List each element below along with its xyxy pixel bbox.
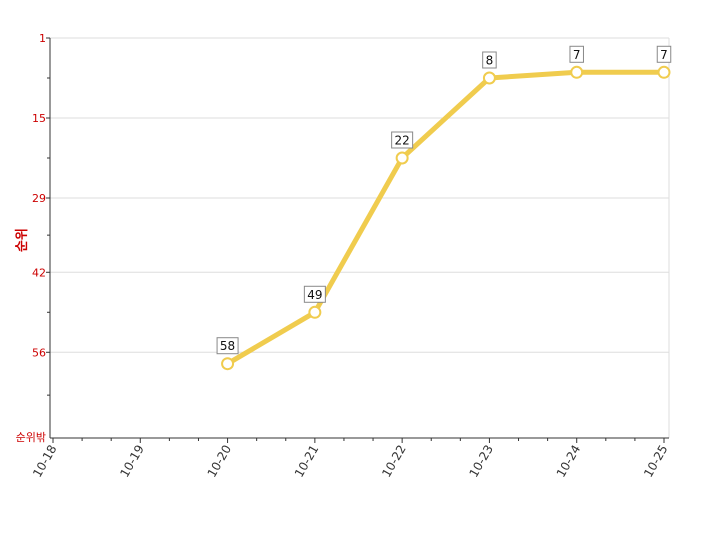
data-label: 8 xyxy=(486,54,494,68)
y-axis-label: 순위 xyxy=(15,228,30,252)
data-label: 7 xyxy=(573,48,581,62)
x-tick-label: 10-19 xyxy=(117,443,147,480)
data-label: 49 xyxy=(307,288,322,302)
y-tick-label: 15 xyxy=(32,112,46,125)
data-label-box xyxy=(656,45,672,63)
series-line xyxy=(225,69,667,367)
data-label: 58 xyxy=(220,339,235,353)
x-tick-label: 10-24 xyxy=(554,443,584,480)
data-label-box xyxy=(391,131,414,149)
y-tick-label: 1 xyxy=(39,32,46,45)
data-point xyxy=(570,65,584,79)
x-tick-label: 10-23 xyxy=(466,443,496,480)
data-point xyxy=(657,65,671,79)
data-label-box xyxy=(569,45,584,63)
data-point xyxy=(308,305,322,319)
y-tick-label: 29 xyxy=(32,192,46,205)
axes xyxy=(49,38,669,439)
data-label: 7 xyxy=(660,48,668,62)
grid-lines xyxy=(50,37,670,438)
x-tick-label: 10-18 xyxy=(30,443,60,480)
y-tick-label: 56 xyxy=(32,346,46,359)
x-tick-label: 10-25 xyxy=(641,443,671,480)
x-tick-label: 10-21 xyxy=(292,443,322,480)
data-label-box xyxy=(216,337,239,355)
x-tick-label: 10-20 xyxy=(205,443,235,480)
x-tick-label: 10-22 xyxy=(379,443,409,480)
y-tick-label: 42 xyxy=(32,266,46,279)
x-axis-ticks: 10-18 10-19 10-20 10-21 10-22 10-23 10-24 10-25 xyxy=(30,438,671,480)
data-labels: 58 49 22 8 7 7 xyxy=(216,45,672,355)
y-bottom-label: 순위밖 xyxy=(16,431,46,444)
data-point xyxy=(395,151,409,165)
data-label: 22 xyxy=(395,134,410,148)
y-axis-ticks: 1 15 29 42 56 순위밖 xyxy=(16,32,50,444)
data-point xyxy=(221,357,235,371)
data-label-box xyxy=(482,51,497,69)
data-label-box xyxy=(303,285,326,303)
data-point xyxy=(482,71,496,85)
series-group xyxy=(221,65,671,371)
